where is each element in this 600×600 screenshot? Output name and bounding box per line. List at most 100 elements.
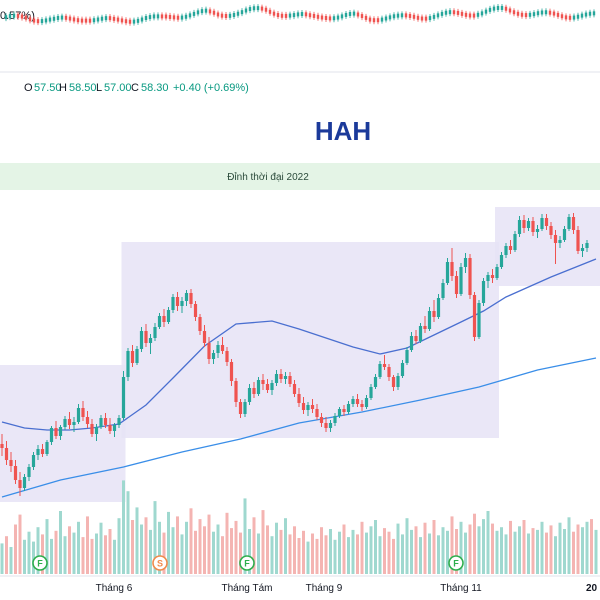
mini-candle bbox=[220, 11, 224, 20]
event-marker-circle bbox=[448, 555, 464, 571]
mini-candle-body bbox=[452, 10, 456, 15]
volume-bars bbox=[0, 480, 598, 574]
event-marker-label: S bbox=[157, 559, 163, 569]
mini-candle bbox=[148, 13, 152, 22]
mini-candle bbox=[12, 11, 16, 20]
mini-candle-body bbox=[228, 13, 232, 18]
candle bbox=[265, 379, 270, 393]
mini-candle bbox=[340, 12, 344, 21]
volume-bar bbox=[59, 511, 62, 574]
candle bbox=[45, 440, 49, 456]
mini-candle-body bbox=[16, 13, 20, 18]
volume-bar bbox=[401, 534, 404, 574]
mini-candle-body bbox=[276, 13, 280, 18]
candle-body bbox=[513, 234, 517, 250]
ohlc-change: +0.40 (+0.69%) bbox=[173, 82, 249, 94]
candle-body bbox=[4, 448, 9, 460]
mini-candle bbox=[60, 13, 64, 22]
volume-bar bbox=[108, 529, 112, 574]
mini-candle bbox=[208, 7, 212, 16]
volume-bar bbox=[36, 527, 40, 574]
mini-candle bbox=[356, 10, 360, 19]
candle-body bbox=[36, 449, 40, 455]
candle bbox=[18, 472, 22, 496]
volume-bar bbox=[5, 536, 8, 574]
mini-candle bbox=[328, 14, 332, 23]
candle-body bbox=[423, 326, 427, 329]
candle-body bbox=[373, 377, 378, 387]
volume-bar bbox=[68, 526, 71, 574]
candle bbox=[63, 416, 67, 430]
mini-candle bbox=[372, 16, 376, 25]
candle bbox=[243, 399, 247, 417]
mini-candle bbox=[88, 16, 92, 25]
volume-bar bbox=[464, 532, 467, 574]
mini-candle bbox=[84, 16, 88, 25]
candle bbox=[94, 424, 99, 441]
volume-bar bbox=[486, 511, 490, 574]
mini-candle bbox=[28, 15, 32, 24]
mini-candle bbox=[460, 9, 464, 18]
volume-bar bbox=[513, 531, 517, 574]
mini-candle bbox=[336, 13, 340, 22]
volume-bar bbox=[369, 526, 373, 574]
candle-body bbox=[40, 449, 45, 454]
mini-candle-body bbox=[96, 17, 100, 22]
mini-candle bbox=[348, 9, 352, 18]
mini-candle bbox=[424, 14, 428, 23]
mini-candle bbox=[444, 8, 448, 17]
candle-body bbox=[189, 293, 193, 304]
candle-body bbox=[576, 230, 580, 251]
mini-candle bbox=[536, 9, 540, 18]
mini-candle bbox=[432, 12, 436, 21]
candle bbox=[459, 263, 463, 296]
candle bbox=[558, 236, 562, 248]
volume-bar bbox=[500, 527, 503, 574]
candle-body bbox=[148, 338, 153, 343]
volume-bar bbox=[504, 534, 508, 574]
candle bbox=[58, 425, 63, 440]
mini-candle-body bbox=[520, 12, 524, 17]
mini-candle-body bbox=[164, 14, 168, 19]
event-marker-f: F bbox=[239, 555, 255, 571]
mini-candle-body bbox=[308, 13, 312, 18]
mini-candle bbox=[352, 9, 356, 18]
candle bbox=[193, 301, 198, 321]
mini-candle bbox=[204, 6, 208, 15]
candle-body bbox=[580, 248, 585, 251]
mini-candle-body bbox=[332, 16, 336, 21]
volume-bar bbox=[473, 513, 476, 574]
candle bbox=[409, 332, 414, 352]
mini-overview: 0.57%) bbox=[0, 3, 600, 73]
mini-candle bbox=[76, 16, 80, 25]
mini-candle-body bbox=[556, 12, 560, 17]
candle bbox=[261, 374, 265, 390]
mini-candle bbox=[248, 5, 252, 14]
mini-candle bbox=[68, 14, 72, 23]
event-marker-label: F bbox=[453, 559, 459, 569]
candle-body bbox=[567, 217, 571, 229]
candle-body bbox=[400, 363, 405, 376]
mini-candle-body bbox=[404, 13, 408, 18]
mini-candle bbox=[400, 11, 404, 20]
mini-candle bbox=[520, 10, 524, 19]
mini-candle bbox=[252, 4, 256, 13]
mini-candle bbox=[108, 14, 112, 23]
candle bbox=[144, 324, 148, 347]
candle bbox=[319, 413, 324, 427]
candle bbox=[463, 253, 468, 273]
volume-bar bbox=[135, 507, 139, 574]
mini-candle-body bbox=[488, 7, 492, 12]
volume-bar bbox=[405, 518, 409, 574]
candle bbox=[373, 374, 378, 389]
candle-body bbox=[531, 221, 535, 232]
mini-candle-body bbox=[148, 15, 152, 20]
mini-candle-body bbox=[476, 12, 480, 17]
candle-body bbox=[144, 331, 148, 343]
candle bbox=[135, 346, 139, 365]
volume-bar bbox=[383, 528, 386, 574]
candle bbox=[13, 460, 18, 484]
mini-candle bbox=[472, 11, 476, 20]
candle-body bbox=[63, 419, 67, 427]
candle-body bbox=[216, 345, 220, 353]
